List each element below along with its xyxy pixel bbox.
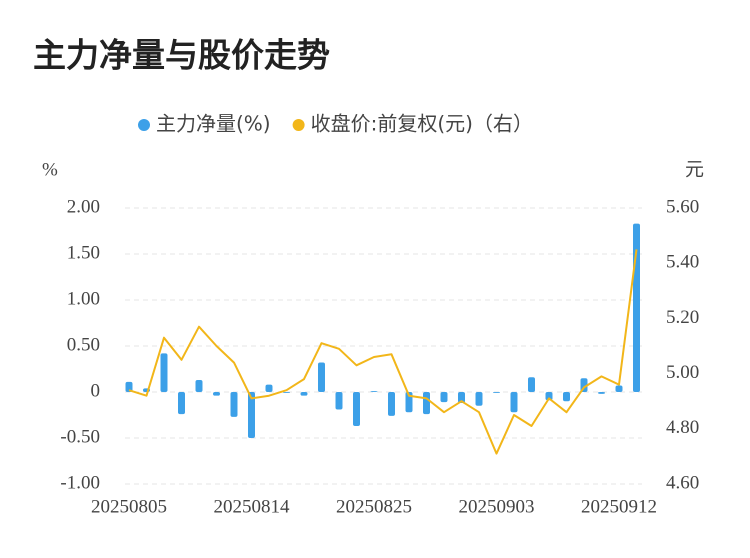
bar [353, 392, 360, 427]
y-tick-label: 1.00 [67, 288, 100, 309]
bar [230, 392, 238, 417]
bar [283, 392, 290, 393]
bar [388, 392, 395, 416]
bar [598, 392, 605, 394]
bar [458, 392, 465, 404]
y2-tick-label: 5.00 [666, 362, 699, 383]
bar [493, 392, 500, 393]
bar [300, 392, 308, 396]
bar [318, 362, 325, 392]
bar [125, 381, 133, 392]
y2-tick-label: 4.60 [666, 472, 699, 493]
x-tick-label: 20250814 [214, 496, 291, 517]
bar [633, 223, 640, 392]
legend-marker [138, 119, 150, 131]
y2-axis-label: 元 [685, 159, 704, 180]
y2-tick-label: 5.60 [666, 196, 699, 217]
y-tick-label: -1.00 [60, 472, 100, 493]
bar [160, 353, 168, 392]
bar [370, 391, 378, 392]
bar [178, 392, 185, 415]
y2-tick-label: 5.40 [666, 252, 699, 273]
y-tick-label: -0.50 [60, 426, 100, 447]
bar [563, 392, 570, 402]
bar [195, 380, 203, 392]
legend-marker [292, 119, 305, 131]
bar [423, 392, 430, 415]
bar [405, 392, 413, 413]
y2-tick-label: 5.20 [666, 307, 699, 328]
bar [335, 392, 343, 410]
bar [510, 392, 518, 413]
price-line [128, 249, 638, 455]
y-tick-label: 1.50 [67, 242, 100, 263]
bar [440, 392, 448, 403]
x-tick-label: 20250903 [459, 496, 535, 517]
y-tick-label: 0.50 [67, 334, 100, 355]
bar [213, 392, 220, 396]
bar [248, 392, 255, 438]
y-tick-label: 2.00 [67, 196, 100, 217]
bar [475, 392, 483, 406]
legend-label: 主力净量(%) [156, 112, 271, 136]
y-axis-label: % [42, 159, 58, 180]
x-tick-label: 20250805 [91, 496, 167, 517]
x-tick-label: 20250912 [581, 496, 657, 517]
bar [265, 384, 273, 392]
chart-title: 主力净量与股价走势 [33, 36, 330, 75]
y2-tick-label: 4.80 [666, 417, 699, 438]
bar [615, 385, 623, 392]
bar [545, 392, 553, 401]
legend-label: 收盘价:前复权(元)（右） [311, 112, 533, 136]
bar [528, 377, 535, 392]
y-tick-label: 0 [91, 380, 101, 401]
x-tick-label: 20250825 [336, 496, 412, 517]
